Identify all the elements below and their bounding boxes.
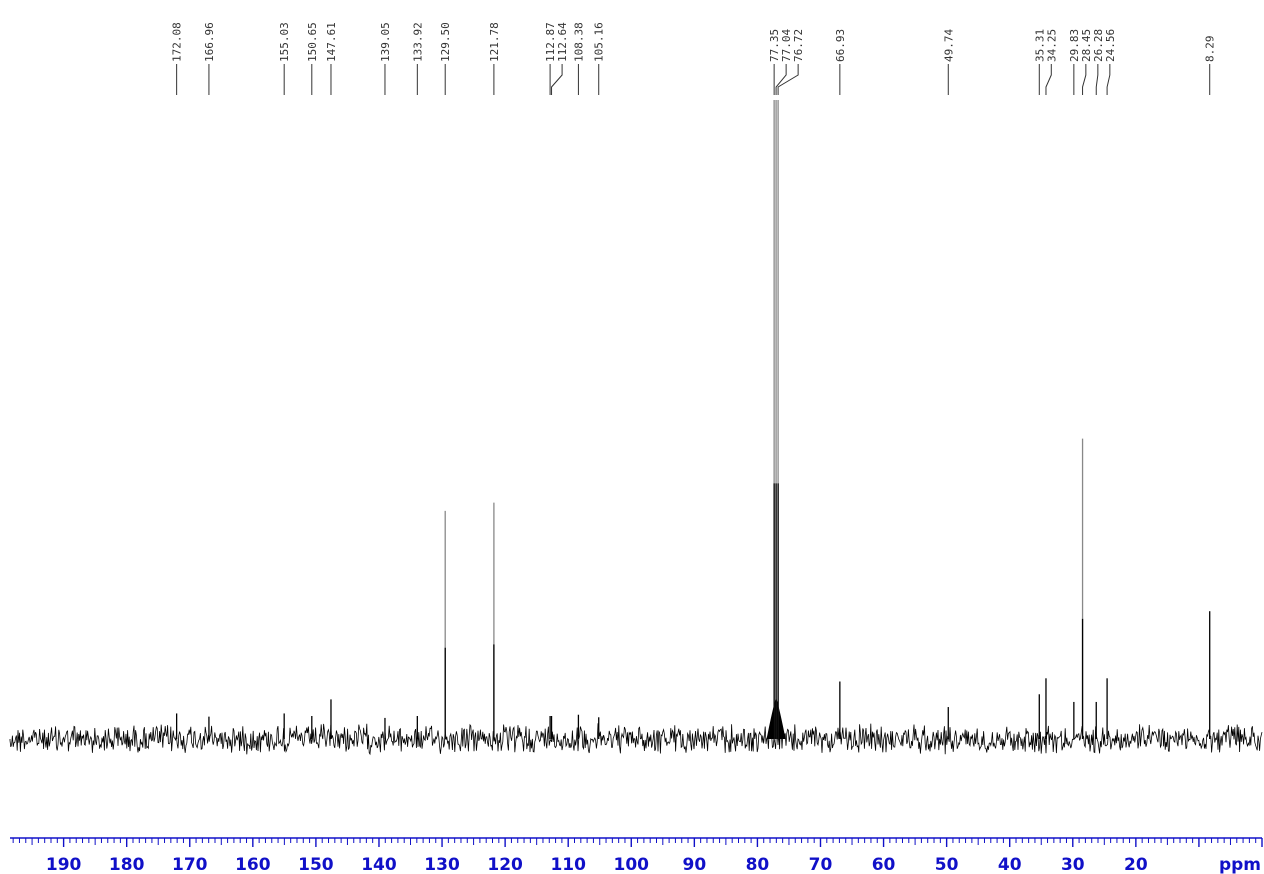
peak-label: 34.25 — [1045, 29, 1058, 95]
x-tick-label: 40 — [998, 855, 1022, 874]
peak-label: 29.83 — [1068, 29, 1081, 95]
peak-label: 121.78 — [488, 22, 501, 95]
peak-label: 147.61 — [325, 22, 338, 95]
peak-label: 77.04 — [775, 29, 793, 95]
svg-text:150.65: 150.65 — [306, 22, 319, 62]
peak-label: 139.05 — [379, 22, 392, 95]
svg-text:172.08: 172.08 — [171, 22, 184, 62]
svg-text:147.61: 147.61 — [325, 22, 338, 62]
x-tick-label: 190 — [46, 855, 82, 874]
x-tick-label: 180 — [109, 855, 145, 874]
svg-text:112.64: 112.64 — [556, 22, 569, 62]
x-axis: 190 180 170 160 150 140 130 120 110 100 90 80 70 60 50… — [10, 837, 1263, 874]
x-tick-label: 110 — [550, 855, 586, 874]
peak-label-group: 172.08 166.96 155.03 150.65 147.61 139.05 133.… — [171, 22, 1217, 95]
x-axis-unit-label: ppm — [1219, 855, 1261, 874]
x-tick-label: 30 — [1061, 855, 1085, 874]
svg-text:28.45: 28.45 — [1080, 29, 1093, 62]
x-tick-label: 160 — [235, 855, 271, 874]
peak-label: 105.16 — [593, 22, 606, 95]
peak-label: 108.38 — [572, 22, 585, 95]
svg-text:24.56: 24.56 — [1104, 29, 1117, 62]
svg-text:129.50: 129.50 — [439, 22, 452, 62]
peak-label: 129.50 — [439, 22, 452, 95]
peak-label: 24.56 — [1104, 29, 1117, 95]
svg-text:121.78: 121.78 — [488, 22, 501, 62]
baseline-noise — [9, 723, 1263, 756]
x-tick-label: 90 — [683, 855, 707, 874]
x-tick-label: 70 — [809, 855, 833, 874]
x-tick-label: 80 — [746, 855, 770, 874]
x-tick-label: 100 — [614, 855, 650, 874]
svg-text:77.35: 77.35 — [768, 29, 781, 62]
x-tick-label: 140 — [361, 855, 397, 874]
x-tick-label: 20 — [1124, 855, 1148, 874]
svg-text:108.38: 108.38 — [572, 22, 585, 62]
svg-text:77.04: 77.04 — [780, 29, 793, 62]
svg-text:76.72: 76.72 — [792, 29, 805, 62]
peak-label: 49.74 — [942, 29, 955, 95]
peak-label: 76.72 — [777, 29, 805, 95]
svg-text:166.96: 166.96 — [203, 22, 216, 62]
peak-label: 150.65 — [306, 22, 319, 95]
peak-label: 133.92 — [411, 22, 424, 95]
svg-text:139.05: 139.05 — [379, 22, 392, 62]
svg-text:66.93: 66.93 — [834, 29, 847, 62]
svg-text:155.03: 155.03 — [278, 22, 291, 62]
peak-label: 172.08 — [171, 22, 184, 95]
peak-label: 26.28 — [1092, 29, 1105, 95]
svg-text:133.92: 133.92 — [411, 22, 424, 62]
peak-label: 155.03 — [278, 22, 291, 95]
spectrum-trace — [9, 100, 1263, 756]
peak-label: 8.29 — [1204, 36, 1217, 95]
peak-label: 35.31 — [1033, 29, 1046, 95]
svg-text:8.29: 8.29 — [1204, 36, 1217, 63]
svg-text:112.87: 112.87 — [544, 22, 557, 62]
x-tick-label: 60 — [872, 855, 896, 874]
peak-label: 112.87 — [544, 22, 557, 95]
peak-label: 112.64 — [551, 22, 569, 95]
svg-text:35.31: 35.31 — [1033, 29, 1046, 62]
peak-label: 28.45 — [1080, 29, 1093, 95]
peak-label: 77.35 — [768, 29, 781, 95]
svg-text:29.83: 29.83 — [1068, 29, 1081, 62]
x-tick-label: 130 — [424, 855, 460, 874]
x-tick-label: 170 — [172, 855, 208, 874]
peak-label: 166.96 — [203, 22, 216, 95]
x-tick-label: 120 — [487, 855, 523, 874]
svg-text:34.25: 34.25 — [1045, 29, 1058, 62]
x-tick-label: 50 — [935, 855, 959, 874]
svg-text:105.16: 105.16 — [593, 22, 606, 62]
svg-text:49.74: 49.74 — [942, 29, 955, 62]
x-tick-label: 150 — [298, 855, 334, 874]
peak-label: 66.93 — [834, 29, 847, 95]
svg-text:26.28: 26.28 — [1092, 29, 1105, 62]
